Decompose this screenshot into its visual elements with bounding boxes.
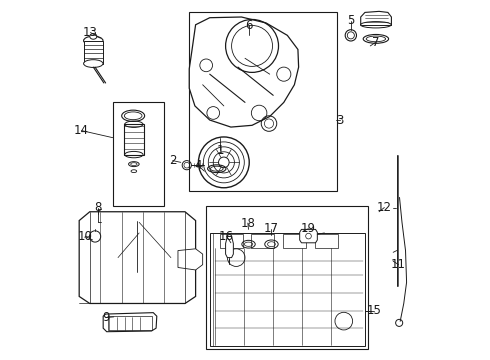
Bar bbox=[251, 234, 274, 248]
Polygon shape bbox=[79, 212, 196, 303]
Ellipse shape bbox=[84, 36, 103, 45]
Circle shape bbox=[89, 231, 101, 242]
Text: 9: 9 bbox=[102, 311, 109, 324]
Polygon shape bbox=[225, 237, 233, 258]
Text: 4: 4 bbox=[195, 159, 202, 172]
Text: 13: 13 bbox=[83, 26, 98, 39]
Bar bbox=[84, 41, 103, 64]
Bar bbox=[283, 234, 306, 248]
Polygon shape bbox=[361, 12, 392, 26]
Text: 2: 2 bbox=[169, 154, 176, 167]
Bar bbox=[220, 234, 243, 248]
Text: 1: 1 bbox=[217, 144, 224, 157]
Polygon shape bbox=[189, 17, 298, 127]
Text: 18: 18 bbox=[241, 217, 255, 230]
Text: 10: 10 bbox=[78, 230, 93, 243]
Bar bbox=[113, 102, 164, 206]
Polygon shape bbox=[300, 229, 318, 243]
Polygon shape bbox=[283, 58, 291, 71]
Polygon shape bbox=[210, 233, 365, 346]
Text: 6: 6 bbox=[245, 19, 252, 32]
Bar bbox=[189, 12, 337, 190]
Polygon shape bbox=[178, 249, 203, 270]
Text: 15: 15 bbox=[367, 304, 381, 317]
Ellipse shape bbox=[84, 60, 103, 67]
Polygon shape bbox=[209, 49, 220, 63]
Bar bbox=[124, 123, 144, 155]
Text: 12: 12 bbox=[377, 201, 392, 214]
Polygon shape bbox=[219, 25, 286, 83]
Text: 8: 8 bbox=[94, 201, 101, 214]
Polygon shape bbox=[103, 312, 157, 332]
Text: 11: 11 bbox=[391, 258, 406, 271]
Text: 5: 5 bbox=[347, 14, 355, 27]
Text: 19: 19 bbox=[301, 222, 316, 235]
Polygon shape bbox=[233, 83, 248, 91]
Text: 7: 7 bbox=[372, 36, 379, 49]
Bar bbox=[315, 234, 338, 248]
Text: 3: 3 bbox=[337, 113, 344, 126]
Bar bbox=[108, 316, 152, 330]
Text: 14: 14 bbox=[74, 124, 89, 137]
Text: 16: 16 bbox=[219, 230, 234, 243]
Bar bbox=[206, 206, 368, 349]
Ellipse shape bbox=[90, 33, 97, 39]
Text: 17: 17 bbox=[264, 222, 279, 235]
